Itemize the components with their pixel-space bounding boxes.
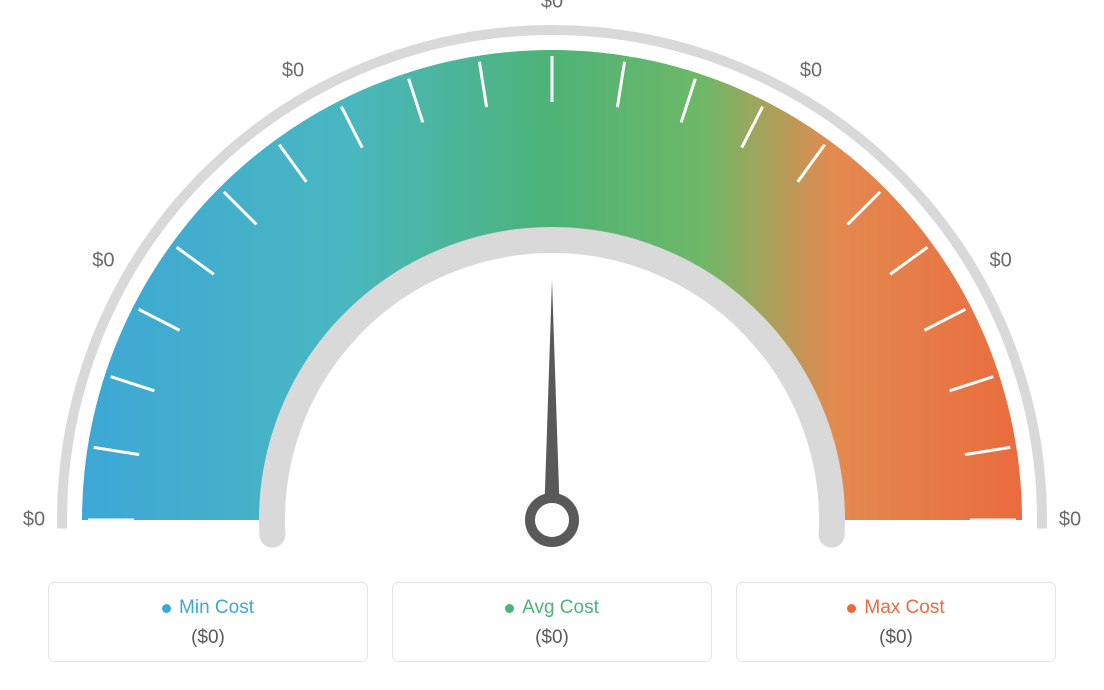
legend-label: Max Cost xyxy=(864,597,944,619)
gauge-tick-label: $0 xyxy=(1059,509,1081,532)
legend-value: ($0) xyxy=(747,627,1045,649)
gauge-tick-label: $0 xyxy=(92,250,114,273)
gauge: $0 $0 $0 $0 $0 $0 $0 xyxy=(0,0,1104,560)
dot-icon xyxy=(505,604,514,613)
gauge-tick-label: $0 xyxy=(23,509,45,532)
legend-card-avg: Avg Cost ($0) xyxy=(392,582,712,662)
gauge-svg xyxy=(0,0,1104,560)
gauge-chart-container: $0 $0 $0 $0 $0 $0 $0 Min Cost ($0) Avg Cost ($… xyxy=(0,0,1104,690)
legend-value: ($0) xyxy=(59,627,357,649)
gauge-tick-label: $0 xyxy=(282,60,304,83)
dot-icon xyxy=(162,604,171,613)
gauge-tick-label: $0 xyxy=(800,60,822,83)
legend-row: Min Cost ($0) Avg Cost ($0) Max Cost ($0… xyxy=(0,582,1104,662)
legend-card-min: Min Cost ($0) xyxy=(48,582,368,662)
dot-icon xyxy=(847,604,856,613)
legend-label: Avg Cost xyxy=(522,597,599,619)
gauge-tick-label: $0 xyxy=(541,0,563,14)
legend-label: Min Cost xyxy=(179,597,254,619)
legend-card-max: Max Cost ($0) xyxy=(736,582,1056,662)
gauge-tick-label: $0 xyxy=(989,250,1011,273)
legend-value: ($0) xyxy=(403,627,701,649)
